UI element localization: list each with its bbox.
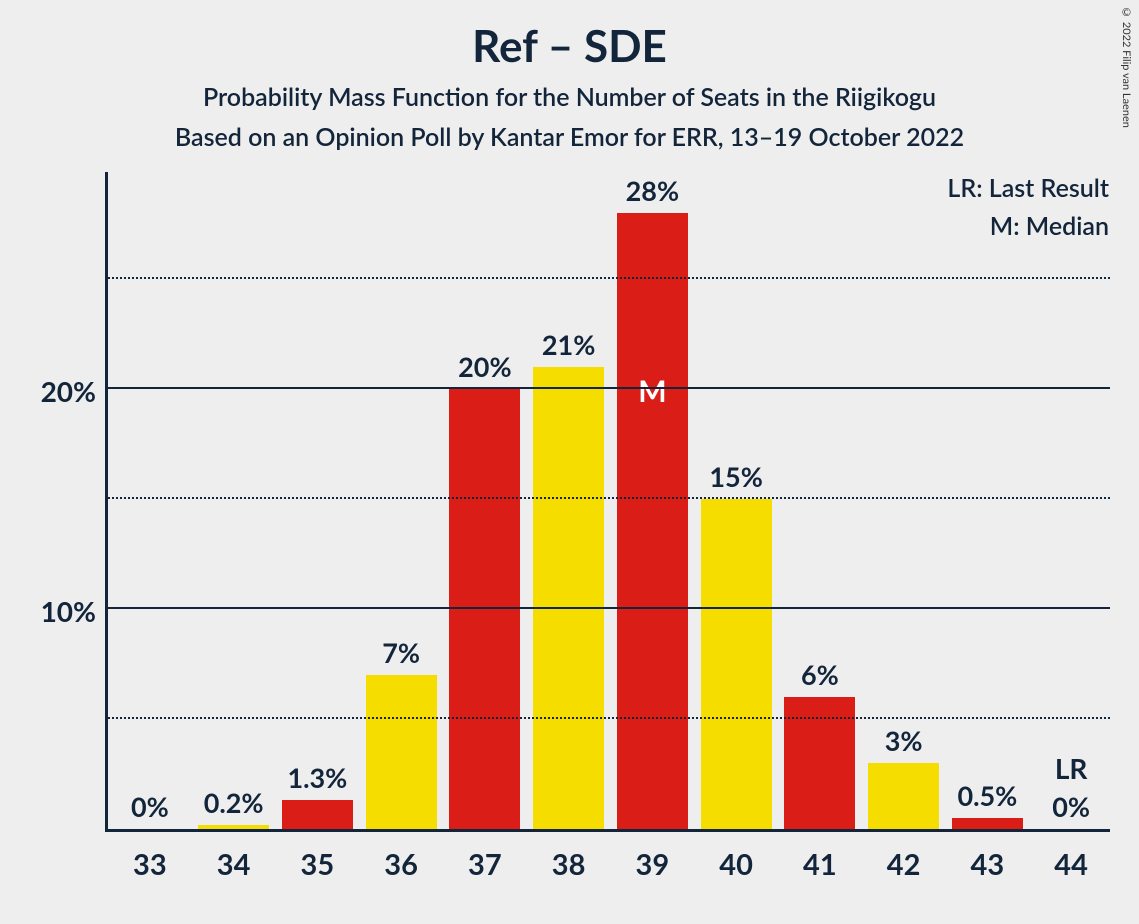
x-tick-label: 43 xyxy=(971,847,1005,882)
x-tick-label: 36 xyxy=(384,847,418,882)
chart-title: Ref – SDE xyxy=(0,20,1139,72)
x-tick-label: 40 xyxy=(719,847,753,882)
grid-major xyxy=(108,387,1110,389)
last-result-marker: LR xyxy=(1055,751,1088,785)
x-tick-label: 44 xyxy=(1054,847,1088,882)
x-axis: 33 34 35 36 37 38 39 40 41 42 43 44 xyxy=(108,847,1110,887)
grid-major xyxy=(108,607,1110,609)
bar-value-label: 15% xyxy=(709,460,762,493)
y-tick-label: 10% xyxy=(41,594,96,628)
plot-area: 0%0.2%1.3%7%20%21%28%M15%6%3%0.5%0%LR 33… xyxy=(105,172,1110,832)
bar-value-label: 1.3% xyxy=(287,761,347,794)
bars-layer: 0%0.2%1.3%7%20%21%28%M15%6%3%0.5%0%LR xyxy=(108,172,1110,829)
bar-value-label: 6% xyxy=(801,658,839,691)
chart-subtitle-1: Probability Mass Function for the Number… xyxy=(0,82,1139,112)
x-tick-label: 35 xyxy=(301,847,335,882)
x-tick-label: 39 xyxy=(636,847,670,882)
bar: 0.5% xyxy=(952,818,1023,829)
x-tick-label: 33 xyxy=(133,847,167,882)
bar-value-label: 0% xyxy=(131,790,169,823)
median-marker: M xyxy=(638,373,666,409)
bar-value-label: 0.5% xyxy=(957,779,1017,812)
bar: 21% xyxy=(533,367,604,829)
bar: 7% xyxy=(366,675,437,829)
bar: 20% xyxy=(449,389,520,829)
chart-subtitle-2: Based on an Opinion Poll by Kantar Emor … xyxy=(0,122,1139,152)
chart-container: Ref – SDE Probability Mass Function for … xyxy=(0,0,1139,924)
x-tick-label: 37 xyxy=(468,847,502,882)
bar: 0.2% xyxy=(198,825,269,829)
bar-value-label: 7% xyxy=(382,636,420,669)
copyright-text: © 2022 Filip van Laenen xyxy=(1120,6,1133,128)
x-tick-label: 38 xyxy=(552,847,586,882)
y-tick-label: 20% xyxy=(41,374,96,408)
grid-minor xyxy=(108,497,1110,499)
x-tick-label: 34 xyxy=(217,847,251,882)
grid-minor xyxy=(108,717,1110,719)
bar: 28%M xyxy=(617,213,688,829)
x-tick-label: 41 xyxy=(803,847,837,882)
bar-value-label: 20% xyxy=(458,350,511,383)
bar-value-label: 0% xyxy=(1052,790,1090,823)
bar: 1.3% xyxy=(282,800,353,829)
bar: 15% xyxy=(701,499,772,829)
x-tick-label: 42 xyxy=(887,847,921,882)
bar-value-label: 21% xyxy=(542,328,595,361)
bar-value-label: 0.2% xyxy=(204,786,264,819)
grid-minor xyxy=(108,277,1110,279)
bar-value-label: 28% xyxy=(626,174,679,207)
bar: 3% xyxy=(868,763,939,829)
bar-value-label: 3% xyxy=(885,724,923,757)
